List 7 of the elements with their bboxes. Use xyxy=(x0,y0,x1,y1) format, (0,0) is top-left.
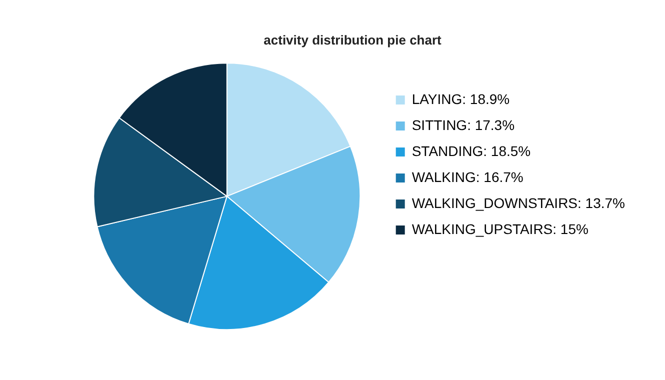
chart-title: activity distribution pie chart xyxy=(264,32,442,48)
legend-label: WALKING: 16.7% xyxy=(412,168,524,185)
legend-label: LAYING: 18.9% xyxy=(412,90,510,107)
legend-label: WALKING_UPSTAIRS: 15% xyxy=(412,220,588,237)
legend-label: STANDING: 18.5% xyxy=(412,142,531,159)
legend-label: WALKING_DOWNSTAIRS: 13.7% xyxy=(412,194,626,211)
legend-label: SITTING: 17.3% xyxy=(412,116,515,133)
